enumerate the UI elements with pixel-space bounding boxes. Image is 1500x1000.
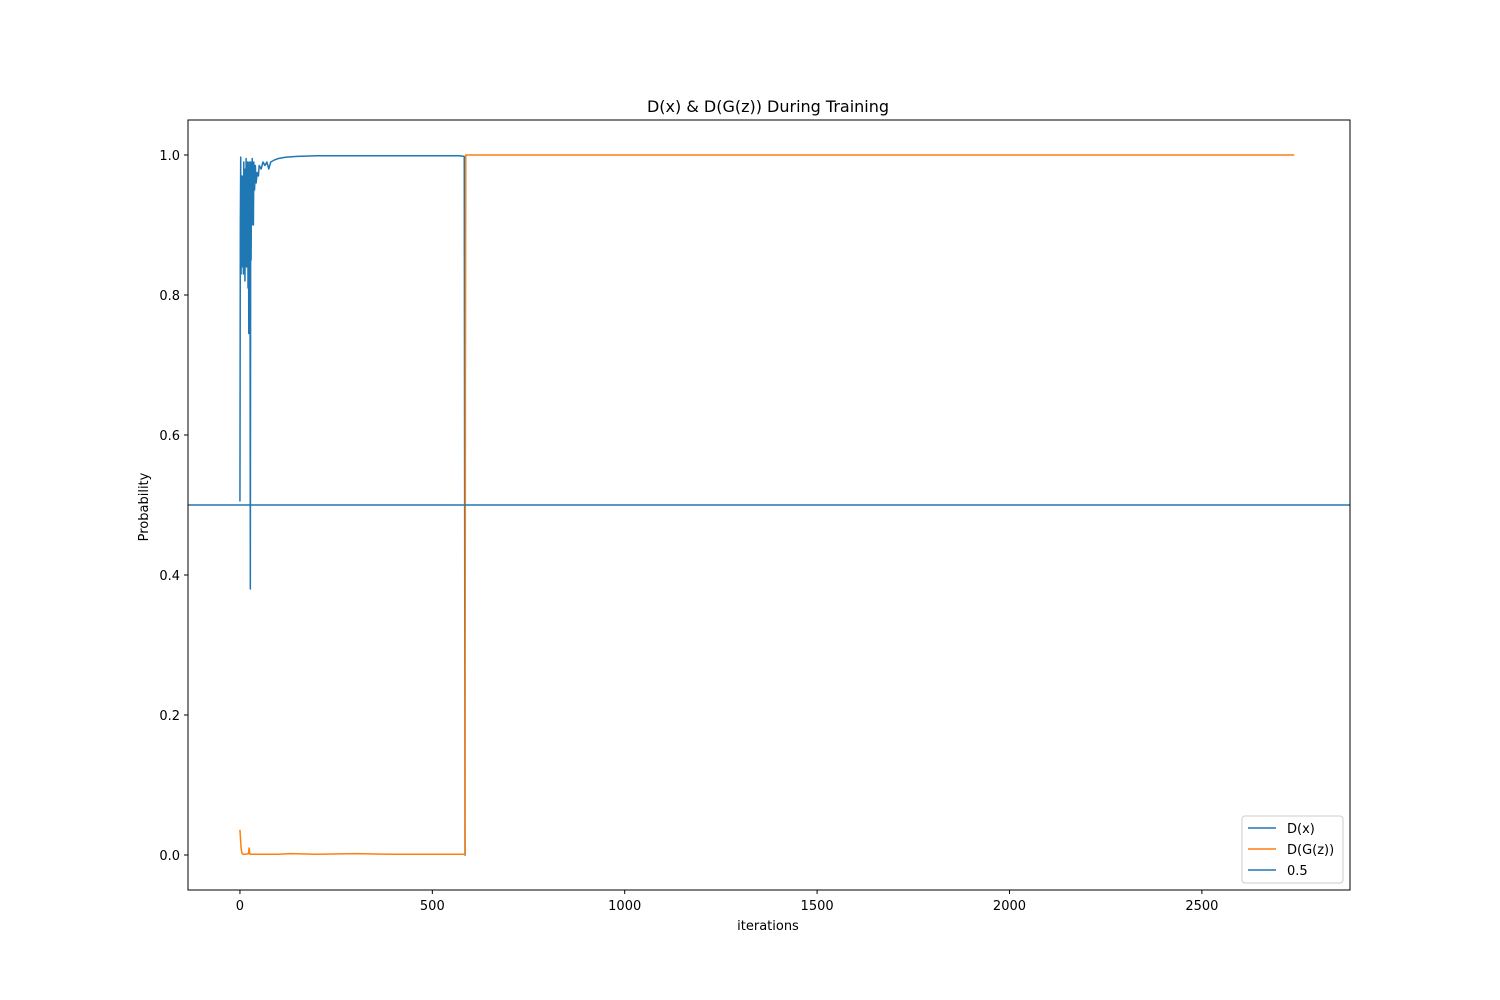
series-d-x-line	[239, 154, 466, 856]
x-axis: 0 500 1000 1500 2000 2500	[236, 890, 1218, 914]
axes-frame	[187, 119, 1351, 891]
chart-title: D(x) & D(G(z)) During Training	[647, 97, 889, 116]
x-axis-label: iterations	[737, 919, 799, 934]
y-tick-label: 0.2	[159, 709, 180, 724]
y-tick-label: 0.4	[159, 569, 180, 584]
x-tick-label: 2500	[1185, 899, 1218, 914]
series-d-g-z-line	[239, 154, 1295, 856]
legend-box	[1241, 815, 1344, 884]
y-axis: 0.0 0.2 0.4 0.6 0.8 1.0	[159, 149, 188, 864]
x-tick-label: 1500	[801, 899, 834, 914]
y-tick-label: 1.0	[159, 149, 180, 164]
legend: D(x) D(G(z)) 0.5	[1241, 815, 1344, 884]
y-tick-label: 0.8	[159, 289, 180, 304]
plot-area	[188, 154, 1350, 856]
y-tick-label: 0.0	[159, 849, 180, 864]
y-axis-label: Probability	[137, 472, 152, 541]
x-tick-label: 1000	[608, 899, 641, 914]
x-tick-label: 500	[420, 899, 445, 914]
legend-0-5-label: 0.5	[1287, 864, 1308, 879]
legend-d-g-z-label: D(G(z))	[1287, 843, 1334, 858]
x-tick-label: 2000	[993, 899, 1026, 914]
x-tick-label: 0	[236, 899, 244, 914]
y-tick-label: 0.6	[159, 429, 180, 444]
legend-d-x-label: D(x)	[1287, 822, 1315, 837]
